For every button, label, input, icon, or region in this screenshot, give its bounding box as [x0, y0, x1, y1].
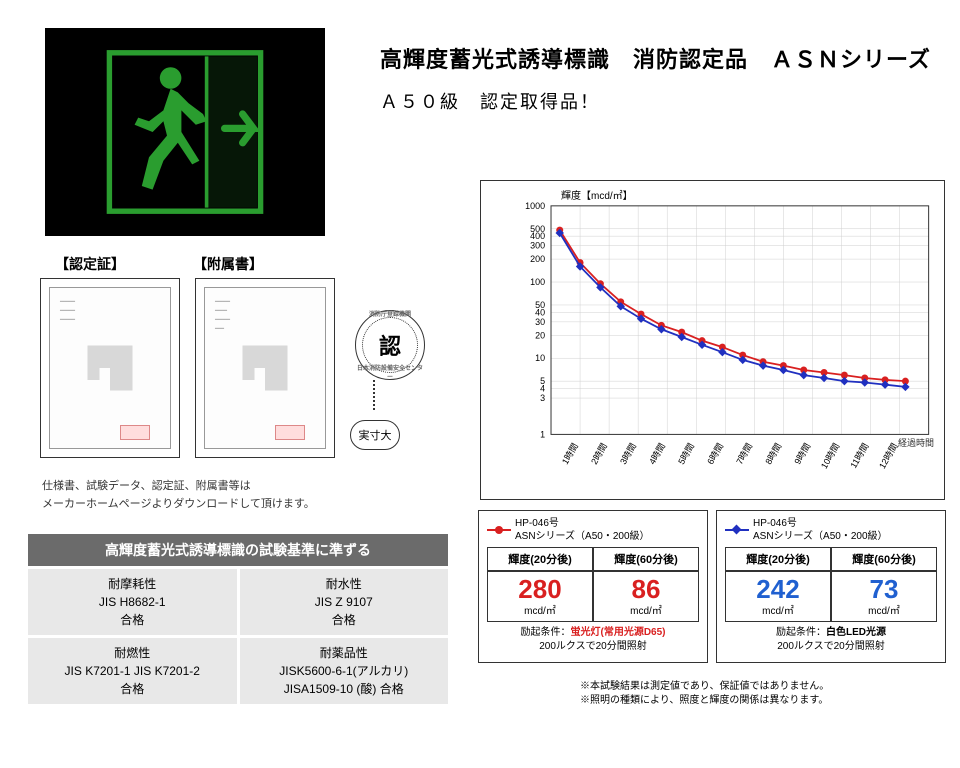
svg-text:20: 20	[535, 330, 545, 340]
svg-text:1: 1	[540, 429, 545, 439]
standards-cell: 耐薬品性JISK5600-6-1(アルカリ)JISA1509-10 (酸) 合格	[240, 638, 449, 704]
chart-svg: 1000500400300200100504030201054311時間2時間3…	[481, 181, 944, 499]
svg-text:4: 4	[540, 384, 545, 394]
certificate-labels: 【認定証】 【附属書】	[55, 254, 263, 274]
standards-cell: 耐摩耗性JIS H8682-1合格	[28, 569, 237, 635]
svg-text:9時間: 9時間	[792, 441, 812, 466]
standards-table: 高輝度蓄光式誘導標識の試験基準に準ずる 耐摩耗性JIS H8682-1合格耐水性…	[28, 534, 448, 704]
standards-cell: 耐水性JIS Z 9107合格	[240, 569, 449, 635]
result-box: HP-046号ASNシリーズ（A50・200級） 輝度(20分後)輝度(60分後…	[716, 510, 946, 663]
footnote: ※本試験結果は測定値であり、保証値ではありません。 ※照明の種類により、照度と輝…	[580, 680, 829, 708]
svg-text:400: 400	[530, 231, 545, 241]
svg-text:200: 200	[530, 254, 545, 264]
annex-thumb: ━━━━━━━━━━━━━━━━━	[195, 278, 335, 458]
standards-cell: 耐燃性JIS K7201-1 JIS K7201-2合格	[28, 638, 237, 704]
svg-text:30: 30	[535, 317, 545, 327]
svg-text:2時間: 2時間	[589, 441, 609, 466]
exit-sign-image	[45, 28, 325, 236]
svg-text:11時間: 11時間	[848, 441, 870, 470]
svg-text:3: 3	[540, 393, 545, 403]
annex-label: 【附属書】	[193, 254, 263, 274]
standards-header: 高輝度蓄光式誘導標識の試験基準に準ずる	[28, 534, 448, 566]
svg-text:1000: 1000	[525, 201, 545, 211]
svg-text:10時間: 10時間	[819, 441, 842, 470]
result-boxes: HP-046号ASNシリーズ（A50・200級） 輝度(20分後)輝度(60分後…	[478, 510, 946, 663]
running-man-icon	[95, 42, 275, 222]
svg-text:5時間: 5時間	[676, 441, 696, 466]
approval-seal: 消防庁登録機関 認 日本消防設備安全センター	[355, 310, 425, 380]
page-subtitle: Ａ５０級 認定取得品！	[380, 88, 600, 114]
luminance-chart: 輝度【mcd/㎡】 100050040030020010050403020105…	[480, 180, 945, 500]
cert-label: 【認定証】	[55, 254, 125, 274]
svg-text:100: 100	[530, 277, 545, 287]
certificate-thumb: ━━━━━━━━━━━━━━━	[40, 278, 180, 458]
svg-text:4時間: 4時間	[647, 441, 667, 466]
svg-text:12時間: 12時間	[877, 441, 900, 470]
svg-text:10: 10	[535, 353, 545, 363]
svg-text:3時間: 3時間	[618, 441, 638, 466]
svg-text:7時間: 7時間	[734, 441, 754, 466]
actual-size-label: 実寸大	[350, 420, 400, 450]
approval-seal-group: 消防庁登録機関 認 日本消防設備安全センター	[340, 310, 440, 380]
connector-line	[373, 380, 375, 410]
result-box: HP-046号ASNシリーズ（A50・200級） 輝度(20分後)輝度(60分後…	[478, 510, 708, 663]
svg-text:40: 40	[535, 307, 545, 317]
svg-text:300: 300	[530, 241, 545, 251]
download-note: 仕様書、試験データ、認定証、附属書等は メーカーホームページよりダウンロードして…	[42, 478, 315, 513]
svg-text:6時間: 6時間	[705, 441, 725, 466]
page-title: 高輝度蓄光式誘導標識 消防認定品 ＡＳＮシリーズ	[380, 42, 931, 74]
chart-x-title: 経過時間	[898, 436, 934, 449]
certificate-thumbnails: ━━━━━━━━━━━━━━━ ━━━━━━━━━━━━━━━━━	[40, 278, 335, 458]
svg-text:8時間: 8時間	[763, 441, 783, 466]
svg-text:1時間: 1時間	[560, 441, 580, 466]
